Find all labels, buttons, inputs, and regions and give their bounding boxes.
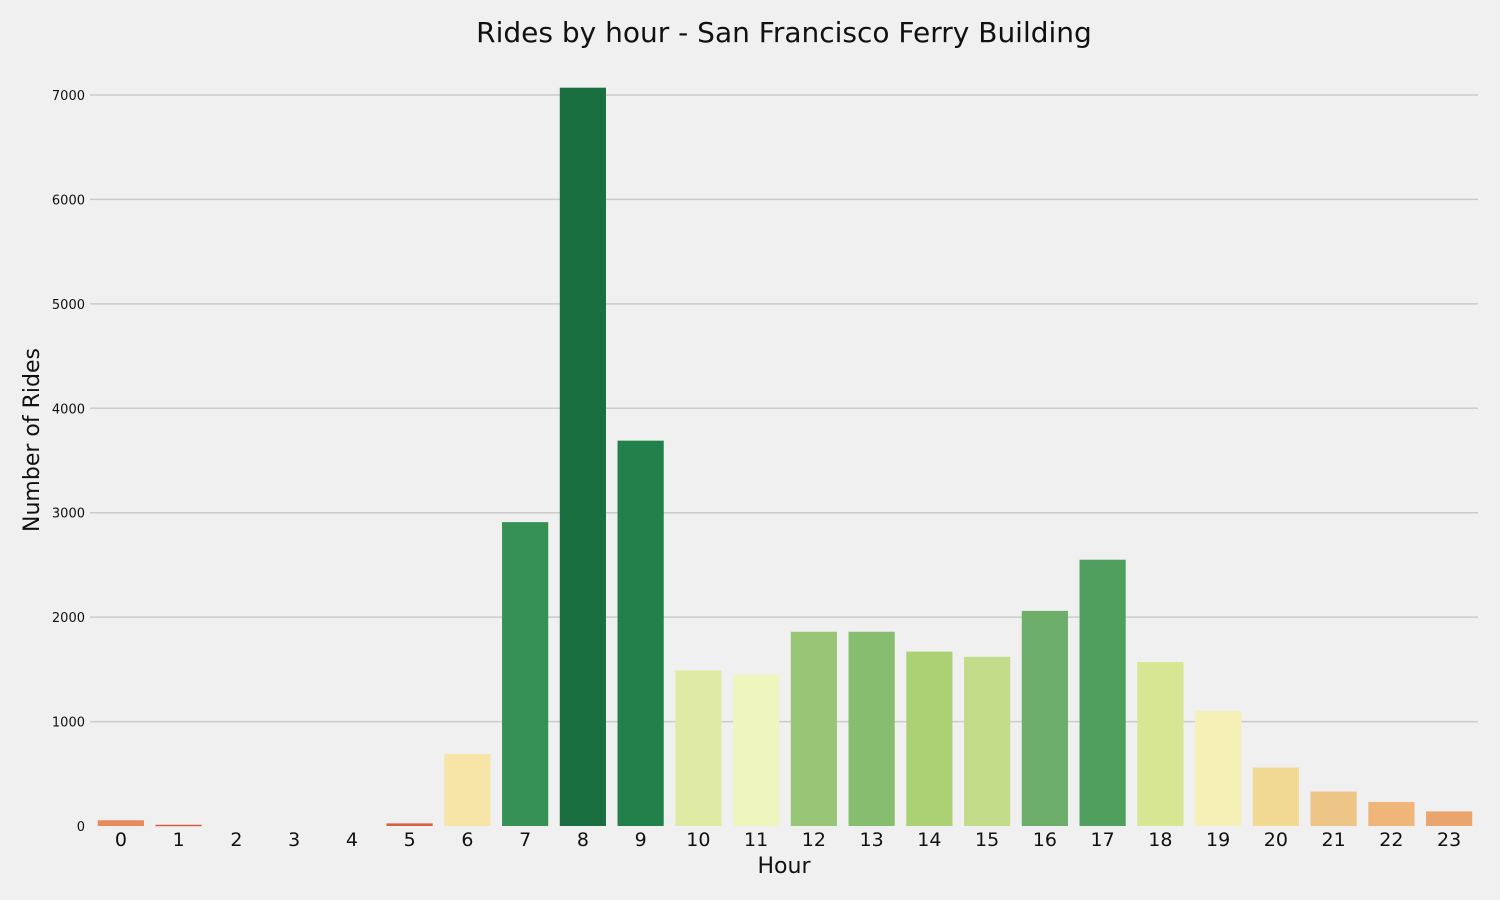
- x-tick-label: 6: [461, 829, 473, 851]
- x-tick-label: 10: [686, 829, 710, 851]
- bar-hour-21: [1310, 791, 1357, 826]
- bar-hour-7: [502, 522, 549, 826]
- bar-hour-22: [1368, 801, 1415, 826]
- bar-hour-23: [1426, 811, 1473, 826]
- x-tick-label: 0: [115, 829, 127, 851]
- y-axis-label: Number of Rides: [20, 348, 45, 532]
- bar-hour-14: [906, 651, 953, 826]
- y-axis-ticks: 0 1000 2000 3000 4000 5000 6000 7000: [52, 89, 85, 835]
- bar-hour-16: [1021, 610, 1068, 826]
- x-tick-label: 20: [1264, 829, 1288, 851]
- bar-hour-18: [1137, 662, 1184, 826]
- bar-hour-12: [790, 631, 837, 826]
- y-tick-label: 3000: [52, 507, 85, 522]
- x-tick-label: 21: [1322, 829, 1346, 851]
- bar-hour-17: [1079, 559, 1126, 826]
- bar-hour-8: [559, 87, 606, 826]
- x-axis-label: Hour: [758, 854, 812, 879]
- x-tick-label: 12: [802, 829, 826, 851]
- x-tick-label: 14: [917, 829, 941, 851]
- x-tick-label: 19: [1206, 829, 1230, 851]
- y-tick-label: 2000: [52, 611, 85, 626]
- y-tick-label: 6000: [52, 193, 85, 208]
- x-tick-label: 9: [635, 829, 647, 851]
- y-tick-label: 0: [77, 820, 85, 835]
- x-tick-label: 5: [404, 829, 416, 851]
- bar-hour-20: [1252, 767, 1299, 826]
- x-tick-label: 16: [1033, 829, 1057, 851]
- y-tick-label: 1000: [52, 716, 85, 731]
- x-tick-label: 18: [1148, 829, 1172, 851]
- x-tick-label: 8: [577, 829, 589, 851]
- bar-hour-19: [1195, 711, 1242, 826]
- bar-hour-5: [386, 823, 433, 826]
- x-tick-label: 7: [519, 829, 531, 851]
- bars: [97, 87, 1473, 827]
- x-tick-label: 13: [860, 829, 884, 851]
- x-tick-label: 22: [1379, 829, 1403, 851]
- grid-lines: [90, 94, 1478, 723]
- x-axis-ticks: 0 1 2 3 4 5 6 7 8 9 10 11 12 13 14 15 16 17 18 19 20 21 22 23: [115, 829, 1461, 851]
- bar-hour-11: [733, 674, 780, 826]
- bar-hour-15: [964, 656, 1011, 826]
- bar-hour-0: [97, 820, 144, 826]
- bar-hour-13: [848, 631, 895, 826]
- x-tick-label: 17: [1091, 829, 1115, 851]
- x-tick-label: 3: [288, 829, 300, 851]
- x-tick-label: 23: [1437, 829, 1461, 851]
- y-tick-label: 4000: [52, 402, 85, 417]
- chart-title: Rides by hour - San Francisco Ferry Buil…: [476, 16, 1092, 49]
- bar-hour-10: [675, 670, 722, 826]
- x-tick-label: 1: [173, 829, 185, 851]
- x-tick-label: 15: [975, 829, 999, 851]
- bar-hour-1: [155, 824, 202, 827]
- x-tick-label: 4: [346, 829, 358, 851]
- y-tick-label: 5000: [52, 298, 85, 313]
- x-tick-label: 11: [744, 829, 768, 851]
- y-tick-label: 7000: [52, 89, 85, 104]
- bar-hour-6: [444, 753, 491, 826]
- x-tick-label: 2: [230, 829, 242, 851]
- bar-hour-9: [617, 440, 664, 826]
